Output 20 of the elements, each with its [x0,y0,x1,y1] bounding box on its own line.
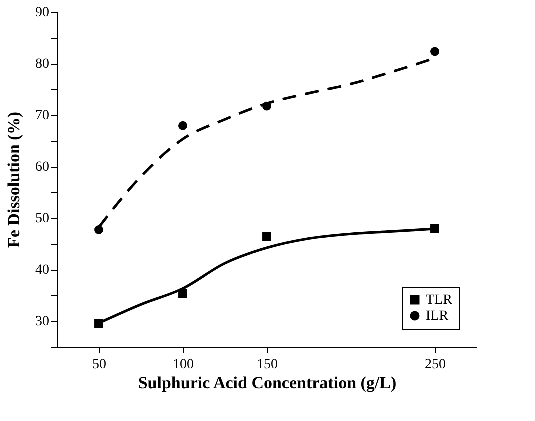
y-tick-label: 80 [36,57,50,72]
point [178,121,188,130]
x-tick-label: 250 [425,358,446,372]
y-tick-label: 60 [36,160,50,176]
y-tick-label: 40 [36,263,50,278]
legend-label: TLR [426,293,454,308]
point [178,289,188,298]
y-axis-title: Fe Dissolution (%) [4,112,24,248]
point [262,232,272,242]
legend-label: ILR [426,309,450,324]
x-tick-label: 50 [92,358,106,372]
x-axis-title: Sulphuric Acid Concentration (g/L) [138,374,397,392]
point [430,47,440,56]
point [94,226,104,234]
x-tick-label: 150 [257,358,278,372]
y-tick-label: 30 [36,314,50,330]
y-tick-label: 90 [36,6,50,20]
x-tick-label: 100 [173,358,194,372]
y-tick-label: 70 [36,108,50,124]
y-tick-label: 50 [36,212,50,227]
